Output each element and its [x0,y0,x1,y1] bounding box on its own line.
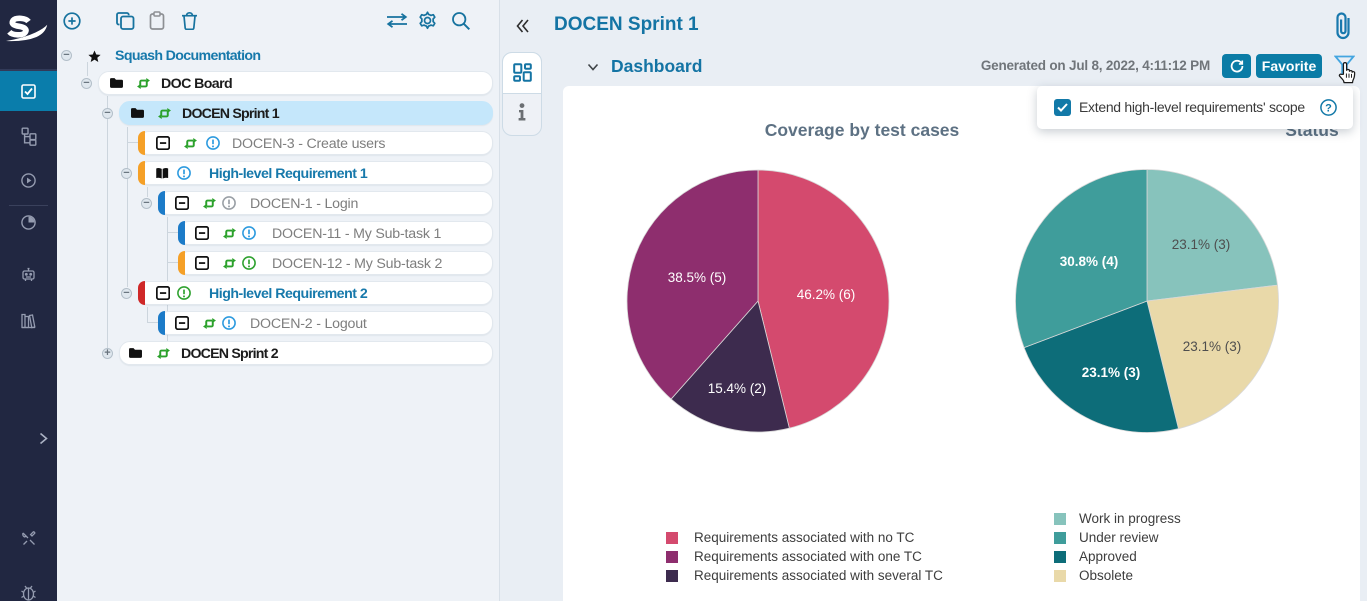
svg-text:?: ? [1325,102,1332,114]
